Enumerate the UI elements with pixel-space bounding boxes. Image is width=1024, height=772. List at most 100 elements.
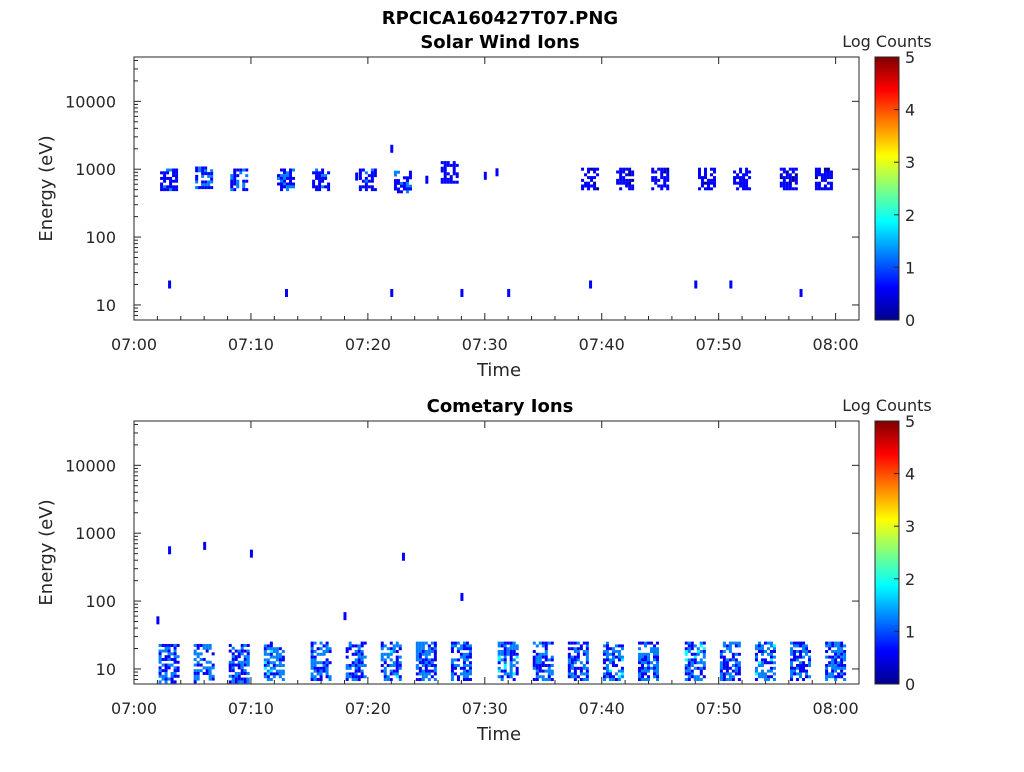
data-cell bbox=[358, 188, 362, 192]
data-cell bbox=[687, 669, 691, 673]
data-cell bbox=[395, 644, 399, 648]
data-cell bbox=[236, 174, 240, 178]
data-cell bbox=[433, 658, 437, 662]
data-cell bbox=[246, 677, 250, 681]
data-cell bbox=[503, 661, 507, 665]
data-cell bbox=[550, 664, 554, 668]
data-cell bbox=[393, 181, 397, 185]
data-cell bbox=[418, 661, 422, 665]
data-cell bbox=[693, 666, 697, 670]
data-cell bbox=[725, 669, 729, 673]
data-cell bbox=[315, 174, 319, 178]
data-cell bbox=[272, 675, 276, 679]
data-cell bbox=[638, 658, 642, 662]
data-cell bbox=[459, 644, 463, 648]
data-cell bbox=[361, 168, 365, 172]
data-cell bbox=[515, 661, 519, 665]
data-cell bbox=[269, 669, 273, 673]
data-cell bbox=[620, 669, 624, 673]
data-cell bbox=[794, 181, 798, 185]
data-cell bbox=[399, 184, 403, 188]
data-cell bbox=[228, 643, 232, 647]
data-cell bbox=[697, 167, 701, 171]
data-cell bbox=[641, 666, 645, 670]
data-cell bbox=[421, 650, 425, 654]
data-cell bbox=[788, 167, 792, 171]
data-cell bbox=[360, 650, 364, 654]
data-cell bbox=[779, 184, 783, 188]
data-cell bbox=[737, 641, 741, 645]
data-cell bbox=[322, 652, 326, 656]
data-cell bbox=[278, 658, 282, 662]
data-cell bbox=[196, 643, 200, 647]
data-speck bbox=[460, 592, 464, 601]
data-cell bbox=[817, 173, 821, 177]
data-cell bbox=[418, 652, 422, 656]
data-cell bbox=[240, 643, 244, 647]
data-cell bbox=[440, 161, 444, 165]
data-cell bbox=[805, 644, 809, 648]
data-cell bbox=[281, 678, 285, 682]
data-cell bbox=[351, 652, 355, 656]
data-cell bbox=[433, 672, 437, 676]
data-cell bbox=[802, 647, 806, 651]
data-cell bbox=[318, 174, 322, 178]
data-cell bbox=[573, 650, 577, 654]
data-cell bbox=[328, 678, 332, 682]
data-cell bbox=[452, 163, 456, 167]
data-cell bbox=[699, 661, 703, 665]
data-cell bbox=[826, 173, 830, 177]
data-cell bbox=[277, 182, 281, 186]
data-cell bbox=[737, 669, 741, 673]
data-cell bbox=[386, 652, 390, 656]
data-cell bbox=[602, 672, 606, 676]
data-cell bbox=[246, 660, 250, 664]
data-cell bbox=[690, 644, 694, 648]
data-cell bbox=[351, 664, 355, 668]
colorbar-tick-label: 1 bbox=[905, 258, 915, 277]
data-cell bbox=[690, 664, 694, 668]
data-cell bbox=[172, 188, 176, 192]
data-cell bbox=[398, 666, 402, 670]
data-cell bbox=[506, 675, 510, 679]
data-cell bbox=[693, 652, 697, 656]
data-cell bbox=[657, 167, 661, 171]
data-cell bbox=[760, 652, 764, 656]
data-cell bbox=[383, 666, 387, 670]
data-cell bbox=[808, 675, 812, 679]
data-cell bbox=[702, 641, 706, 645]
panel-title: Solar Wind Ions bbox=[420, 32, 579, 53]
data-cell bbox=[380, 664, 384, 668]
data-cell bbox=[230, 179, 234, 183]
data-cell bbox=[233, 174, 237, 178]
data-cell bbox=[450, 675, 454, 679]
data-cell bbox=[605, 655, 609, 659]
data-cell bbox=[602, 675, 606, 679]
data-cell bbox=[769, 652, 773, 656]
y-tick-label: 1000 bbox=[75, 160, 116, 179]
data-cell bbox=[500, 675, 504, 679]
data-cell bbox=[702, 647, 706, 651]
data-cell bbox=[202, 657, 206, 661]
data-cell bbox=[754, 658, 758, 662]
data-cell bbox=[370, 188, 374, 192]
data-cell bbox=[176, 669, 180, 673]
data-cell bbox=[173, 649, 177, 653]
x-tick-label: 07:40 bbox=[579, 699, 625, 718]
data-cell bbox=[684, 664, 688, 668]
data-cell bbox=[462, 652, 466, 656]
data-cell bbox=[799, 664, 803, 668]
data-cell bbox=[760, 650, 764, 654]
data-cell bbox=[158, 657, 162, 661]
data-cell bbox=[788, 184, 792, 188]
colorbar-tick-label: 0 bbox=[905, 311, 915, 330]
data-cell bbox=[233, 188, 237, 192]
data-cell bbox=[266, 644, 270, 648]
data-cell bbox=[503, 672, 507, 676]
data-cell bbox=[357, 655, 361, 659]
data-cell bbox=[370, 176, 374, 180]
data-cell bbox=[196, 674, 200, 678]
data-cell bbox=[754, 647, 758, 651]
data-cell bbox=[719, 666, 723, 670]
data-cell bbox=[828, 661, 832, 665]
